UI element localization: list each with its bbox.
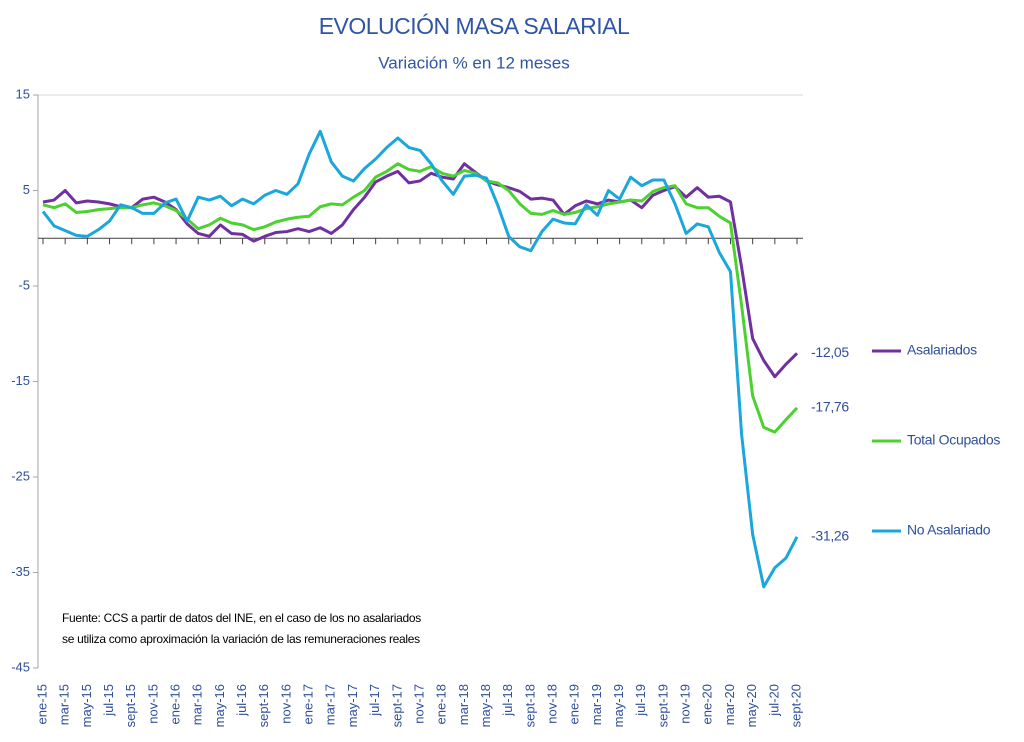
x-tick-label: nov-16 — [278, 684, 293, 724]
series-line — [42, 162, 799, 379]
y-tick-label: -5 — [18, 277, 30, 292]
x-tick-label: mar-17 — [323, 684, 338, 725]
series-line — [42, 162, 799, 434]
x-tick-label: mar-20 — [722, 684, 737, 725]
x-tick-label: ene-17 — [301, 684, 316, 724]
legend-label: Total Ocupados — [907, 432, 1000, 448]
y-tick-label: -25 — [11, 468, 30, 483]
chart-title: EVOLUCIÓN MASA SALARIAL — [319, 13, 630, 39]
y-tick-label: -35 — [11, 564, 30, 579]
source-note: Fuente: CCS a partir de datos del INE, e… — [62, 611, 421, 625]
x-tick-label: jul-20 — [766, 684, 781, 717]
y-tick-label: -45 — [11, 659, 30, 674]
end-value-label: -17,76 — [811, 399, 849, 415]
x-tick-label: jul-17 — [367, 684, 382, 717]
x-tick-label: may-19 — [611, 684, 626, 727]
source-note: se utiliza como aproximación la variació… — [62, 632, 420, 646]
x-tick-label: sept-15 — [123, 684, 138, 727]
x-tick-label: mar-18 — [456, 684, 471, 725]
x-tick-label: sept-18 — [522, 684, 537, 727]
x-tick-label: sept-19 — [655, 684, 670, 727]
legend-label: Asalariados — [907, 342, 977, 358]
x-tick-label: may-15 — [79, 684, 94, 727]
y-tick-label: 5 — [23, 182, 30, 197]
y-tick-label: 15 — [16, 86, 30, 101]
x-tick-label: sept-16 — [256, 684, 271, 727]
x-tick-label: jul-19 — [633, 684, 648, 717]
x-tick-label: jul-15 — [101, 684, 116, 717]
x-tick-label: nov-19 — [678, 684, 693, 724]
x-tick-label: ene-15 — [34, 684, 49, 724]
end-value-label: -31,26 — [811, 527, 849, 543]
legend-label: No Asalariado — [907, 522, 991, 538]
end-value-label: -12,05 — [811, 344, 849, 360]
x-tick-label: ene-20 — [700, 684, 715, 724]
y-tick-label: -15 — [11, 373, 30, 388]
x-tick-label: nov-15 — [145, 684, 160, 724]
x-tick-label: may-16 — [212, 684, 227, 727]
x-tick-label: ene-16 — [167, 684, 182, 724]
x-tick-label: ene-19 — [567, 684, 582, 724]
x-tick-label: sept-17 — [389, 684, 404, 727]
x-tick-label: mar-19 — [589, 684, 604, 725]
x-tick-label: jul-18 — [500, 684, 515, 717]
x-tick-label: ene-18 — [434, 684, 449, 724]
x-tick-label: sept-20 — [788, 684, 803, 727]
x-tick-label: may-20 — [744, 684, 759, 727]
x-tick-label: jul-16 — [234, 684, 249, 717]
x-tick-label: nov-17 — [411, 684, 426, 724]
x-tick-label: may-18 — [478, 684, 493, 727]
chart-subtitle: Variación % en 12 meses — [378, 53, 570, 72]
x-tick-label: mar-15 — [57, 684, 72, 725]
series-line — [41, 129, 799, 589]
x-tick-label: may-17 — [345, 684, 360, 727]
x-tick-label: nov-18 — [544, 684, 559, 724]
x-tick-label: mar-16 — [190, 684, 205, 725]
